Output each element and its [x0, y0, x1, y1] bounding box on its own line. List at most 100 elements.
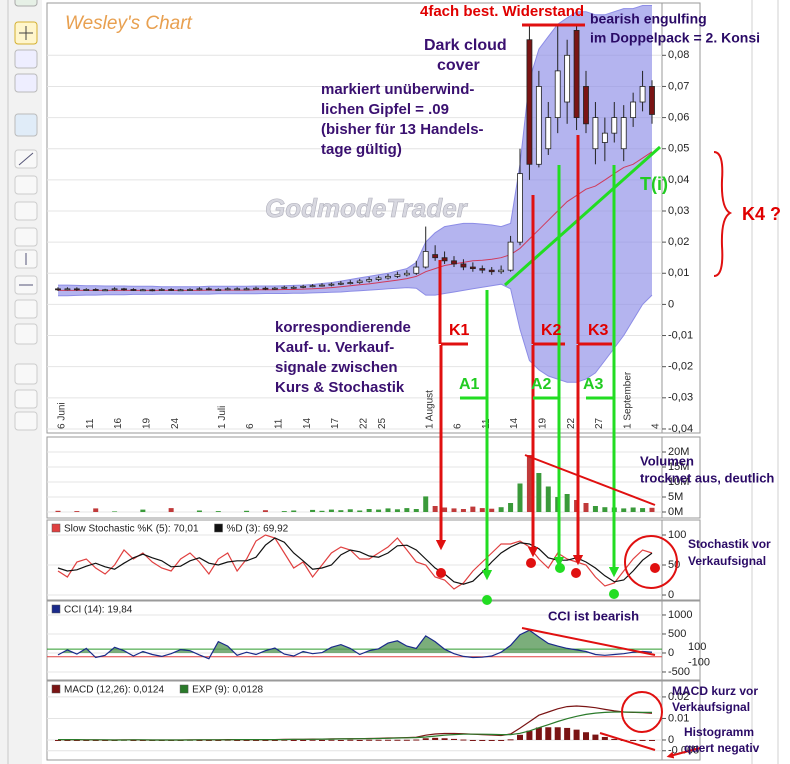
candle-body — [630, 101, 637, 118]
tool-curve[interactable] — [14, 363, 38, 385]
y-tick-label: -0,01 — [668, 329, 693, 341]
candle-body — [413, 266, 420, 274]
histogram-bar — [83, 739, 90, 741]
annotation: korrespondierende — [275, 319, 411, 336]
candle-body — [526, 39, 533, 165]
histogram-trend — [599, 732, 656, 751]
volume-bar — [460, 509, 466, 512]
volume-bar — [479, 508, 485, 512]
panel-background — [46, 436, 663, 519]
series-line — [57, 534, 653, 590]
moving-average — [58, 151, 653, 291]
annotation: im Doppelpack = 2. Konsi — [590, 30, 760, 46]
histogram-bar — [583, 732, 589, 740]
legend-swatch — [51, 523, 61, 533]
volume-bar — [262, 510, 268, 512]
histogram-bar — [347, 739, 354, 741]
signal-circle — [624, 535, 678, 589]
x-tick-label: 25 — [377, 417, 388, 429]
tool-levels[interactable] — [14, 227, 38, 247]
tool-zoom-out[interactable] — [14, 73, 38, 93]
annotations: 4fach best. Widerstand bearish engulfing i… — [275, 3, 781, 755]
candle-body — [149, 289, 156, 292]
candle-body — [479, 268, 486, 271]
volume-bar — [93, 508, 99, 512]
x-tick-label: 6 — [453, 423, 464, 429]
candle-body — [168, 289, 175, 291]
volume-bar — [498, 507, 504, 512]
tool-channel[interactable] — [14, 175, 38, 195]
series-line — [58, 711, 652, 741]
candle-body — [592, 117, 599, 150]
x-tick-label: 24 — [170, 417, 181, 429]
histogram-bar — [460, 739, 467, 741]
candle-body — [224, 288, 231, 291]
y-tick-label: 0,08 — [668, 49, 689, 61]
logo: Wesley's Chart — [65, 13, 193, 34]
annotation: A2 — [531, 376, 552, 393]
volume-bar — [215, 511, 221, 512]
tool-print[interactable] — [14, 113, 38, 137]
candle-body — [507, 241, 514, 271]
histogram-bar — [281, 739, 288, 741]
x-tick-label: 6 Juni — [57, 402, 68, 429]
legend-swatch — [179, 684, 189, 694]
candle-body — [639, 86, 646, 103]
axis-background — [661, 2, 701, 434]
histogram-bar — [526, 730, 533, 740]
level-label: 100 — [688, 641, 706, 653]
legend-label: CCI (14): 19,84 — [64, 605, 133, 616]
candle-body — [441, 257, 448, 262]
cci-trend — [521, 627, 656, 656]
candle-body — [234, 288, 241, 291]
histogram-arrow — [666, 747, 701, 759]
y-tick-label: 15M — [668, 461, 689, 473]
histogram-bar — [441, 738, 448, 740]
tool-zoom-in[interactable] — [14, 49, 38, 69]
volume-bar — [168, 508, 174, 512]
histogram-bar — [479, 739, 486, 741]
candle-body — [517, 173, 523, 243]
y-tick-label: 0,05 — [668, 143, 689, 155]
tool-text[interactable] — [14, 323, 38, 345]
sell-dot — [436, 568, 446, 578]
x-tick-label: 22 — [358, 417, 369, 429]
tool-grid[interactable] — [14, 411, 38, 431]
sell-dot — [526, 558, 536, 568]
x-tick-label: 22 — [566, 417, 577, 429]
histogram-bar — [394, 739, 401, 741]
level-label: -100 — [688, 657, 710, 669]
tool-fibonacci[interactable] — [14, 201, 38, 221]
volume-bar — [413, 509, 419, 512]
annotation: Volumen — [640, 453, 694, 468]
candle-body — [649, 86, 655, 115]
x-tick-label: 14 — [509, 417, 520, 429]
tool-rectangle[interactable] — [14, 299, 38, 319]
x-tick-label: 16 — [113, 417, 124, 429]
axis-background — [661, 680, 701, 761]
tool-icon — [18, 152, 34, 166]
y-tick-label: 0 — [668, 647, 674, 659]
annotation: A1 — [459, 376, 480, 393]
x-tick-label: 1 Juli — [217, 406, 228, 429]
candle-body — [535, 86, 542, 165]
candle-body — [262, 287, 269, 290]
volume-bar — [442, 507, 448, 512]
tool-button[interactable] — [14, 0, 38, 7]
panel-background — [46, 600, 663, 681]
y-tick-label: 5M — [668, 491, 683, 503]
volume-bar — [112, 511, 118, 512]
area — [61, 630, 652, 653]
volume-bar — [244, 510, 250, 512]
volume-bar — [517, 483, 523, 512]
histogram-bar — [366, 739, 373, 741]
annotation: Dark cloud — [424, 37, 507, 54]
candle-body — [601, 132, 608, 143]
tool-pen[interactable] — [14, 389, 38, 409]
histogram-bar — [271, 739, 278, 741]
histogram-bar — [649, 739, 655, 741]
histogram-bar — [545, 727, 552, 740]
candle-body — [187, 289, 193, 291]
candle-body — [620, 117, 627, 150]
